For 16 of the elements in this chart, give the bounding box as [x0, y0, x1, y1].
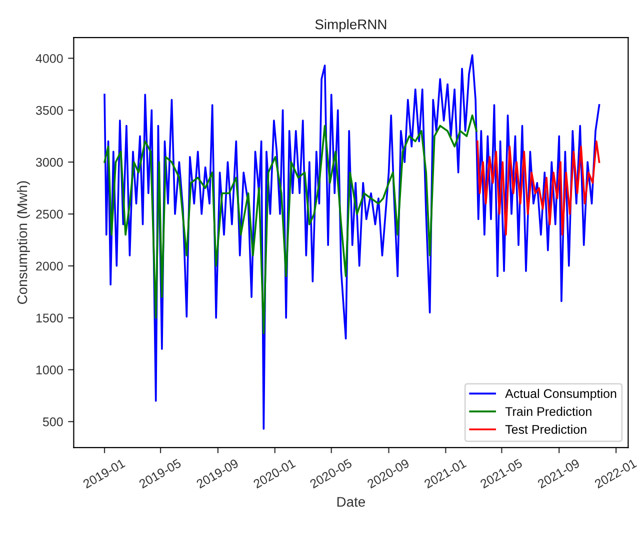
y-tick-label: 3500	[36, 106, 63, 115]
y-tick-label: 1500	[36, 314, 63, 322]
line-series	[476, 140, 600, 236]
legend-label: Test Prediction	[505, 424, 586, 434]
legend-label: Train Prediction	[505, 406, 592, 416]
y-tick-label: 2000	[36, 262, 63, 271]
y-tick-label: 500	[42, 417, 63, 426]
y-tick-label: 4000	[36, 54, 63, 63]
x-axis-title: Date	[337, 497, 365, 507]
y-axis-title: Consumption (Mwh)	[16, 181, 30, 304]
chart-title: SimpleRNN	[315, 19, 386, 32]
legend-label: Actual Consumption	[505, 388, 616, 401]
line-series	[104, 114, 478, 334]
y-tick-label: 2500	[36, 210, 63, 219]
y-tick-label: 3000	[36, 158, 63, 167]
y-tick-label: 1000	[36, 366, 63, 374]
